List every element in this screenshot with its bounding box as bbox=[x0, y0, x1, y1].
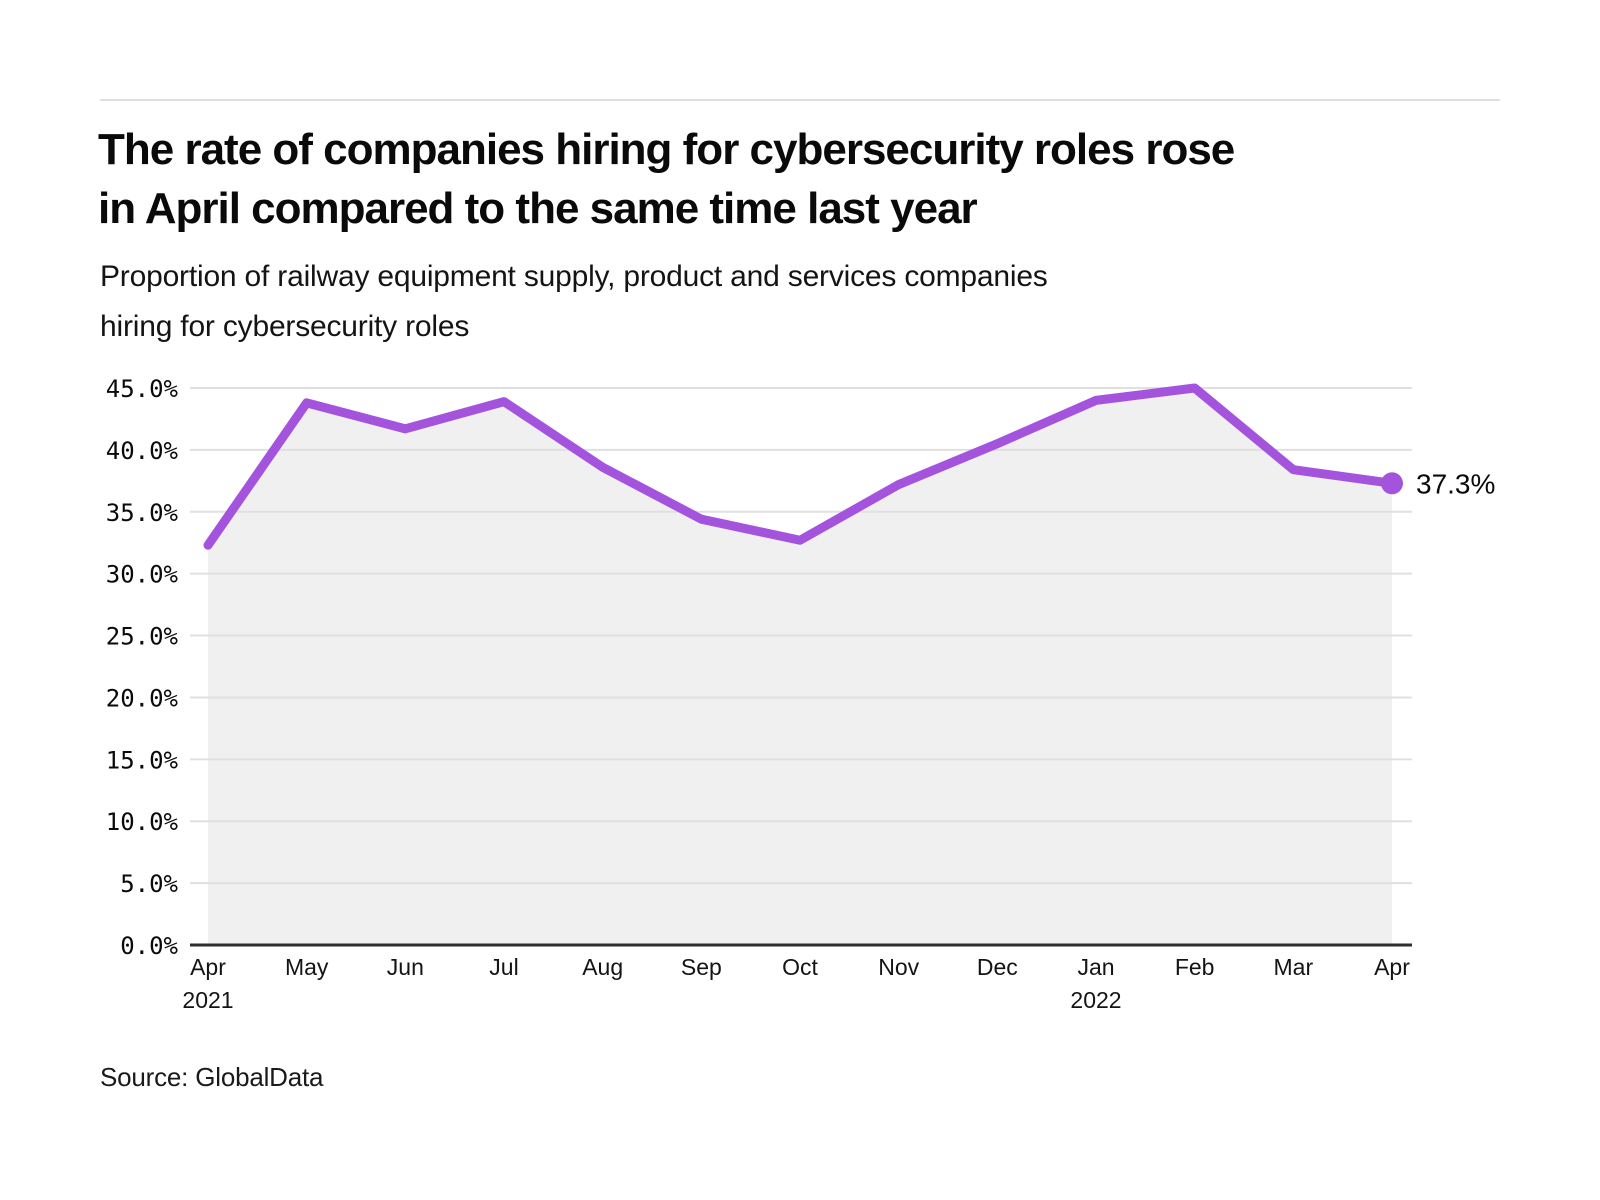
line-area-chart: 45.0% 40.0% 35.0% 30.0% 25.0% 20.0% 15.0% 10.0%… bbox=[106, 375, 1496, 1013]
x-axis-month-label: Jun bbox=[387, 954, 424, 980]
x-axis-month-label: Aug bbox=[582, 954, 623, 980]
x-axis-month-label: Feb bbox=[1175, 954, 1215, 980]
y-axis-tick-label: 5.0% bbox=[120, 870, 178, 898]
x-axis-month-label: Apr bbox=[190, 954, 226, 980]
y-axis-tick-label: 0.0% bbox=[120, 932, 178, 960]
series-area-fill bbox=[208, 388, 1392, 945]
y-axis-tick-label: 20.0% bbox=[106, 684, 179, 712]
x-axis-month-label: Apr bbox=[1374, 954, 1410, 980]
y-axis-tick-label: 15.0% bbox=[106, 746, 179, 774]
chart-title-line-2: in April compared to the same time last … bbox=[98, 184, 978, 233]
x-axis-month-label: Dec bbox=[977, 954, 1018, 980]
y-axis-tick-label: 35.0% bbox=[106, 499, 179, 527]
x-axis-month-label: Nov bbox=[878, 954, 919, 980]
chart-subtitle: Proportion of railway equipment supply, … bbox=[100, 252, 1520, 352]
y-axis-tick-label: 30.0% bbox=[106, 561, 179, 589]
x-axis-year-label: 2021 bbox=[182, 987, 233, 1013]
x-axis-month-label: Jul bbox=[489, 954, 518, 980]
end-point-value-label: 37.3% bbox=[1416, 468, 1495, 499]
chart-subtitle-line-1: Proportion of railway equipment supply, … bbox=[100, 260, 1048, 293]
x-axis-month-label: May bbox=[285, 954, 329, 980]
y-axis-tick-label: 40.0% bbox=[106, 437, 179, 465]
x-axis-month-label: Oct bbox=[782, 954, 818, 980]
chart-subtitle-line-2: hiring for cybersecurity roles bbox=[100, 310, 470, 343]
y-axis-tick-label: 10.0% bbox=[106, 808, 179, 836]
y-axis-tick-label: 25.0% bbox=[106, 623, 179, 651]
chart-title: The rate of companies hiring for cyberse… bbox=[98, 120, 1518, 238]
x-axis-month-label: Jan bbox=[1077, 954, 1114, 980]
top-divider bbox=[100, 99, 1500, 101]
x-axis-year-label: 2022 bbox=[1070, 987, 1121, 1013]
end-point-marker bbox=[1381, 472, 1403, 495]
x-axis-month-label: Sep bbox=[681, 954, 722, 980]
series-line bbox=[203, 383, 1397, 550]
chart-title-line-1: The rate of companies hiring for cyberse… bbox=[98, 125, 1235, 174]
x-axis-month-label: Mar bbox=[1274, 954, 1314, 980]
y-axis-tick-label: 45.0% bbox=[106, 375, 179, 403]
source-attribution: Source: GlobalData bbox=[100, 1062, 324, 1092]
